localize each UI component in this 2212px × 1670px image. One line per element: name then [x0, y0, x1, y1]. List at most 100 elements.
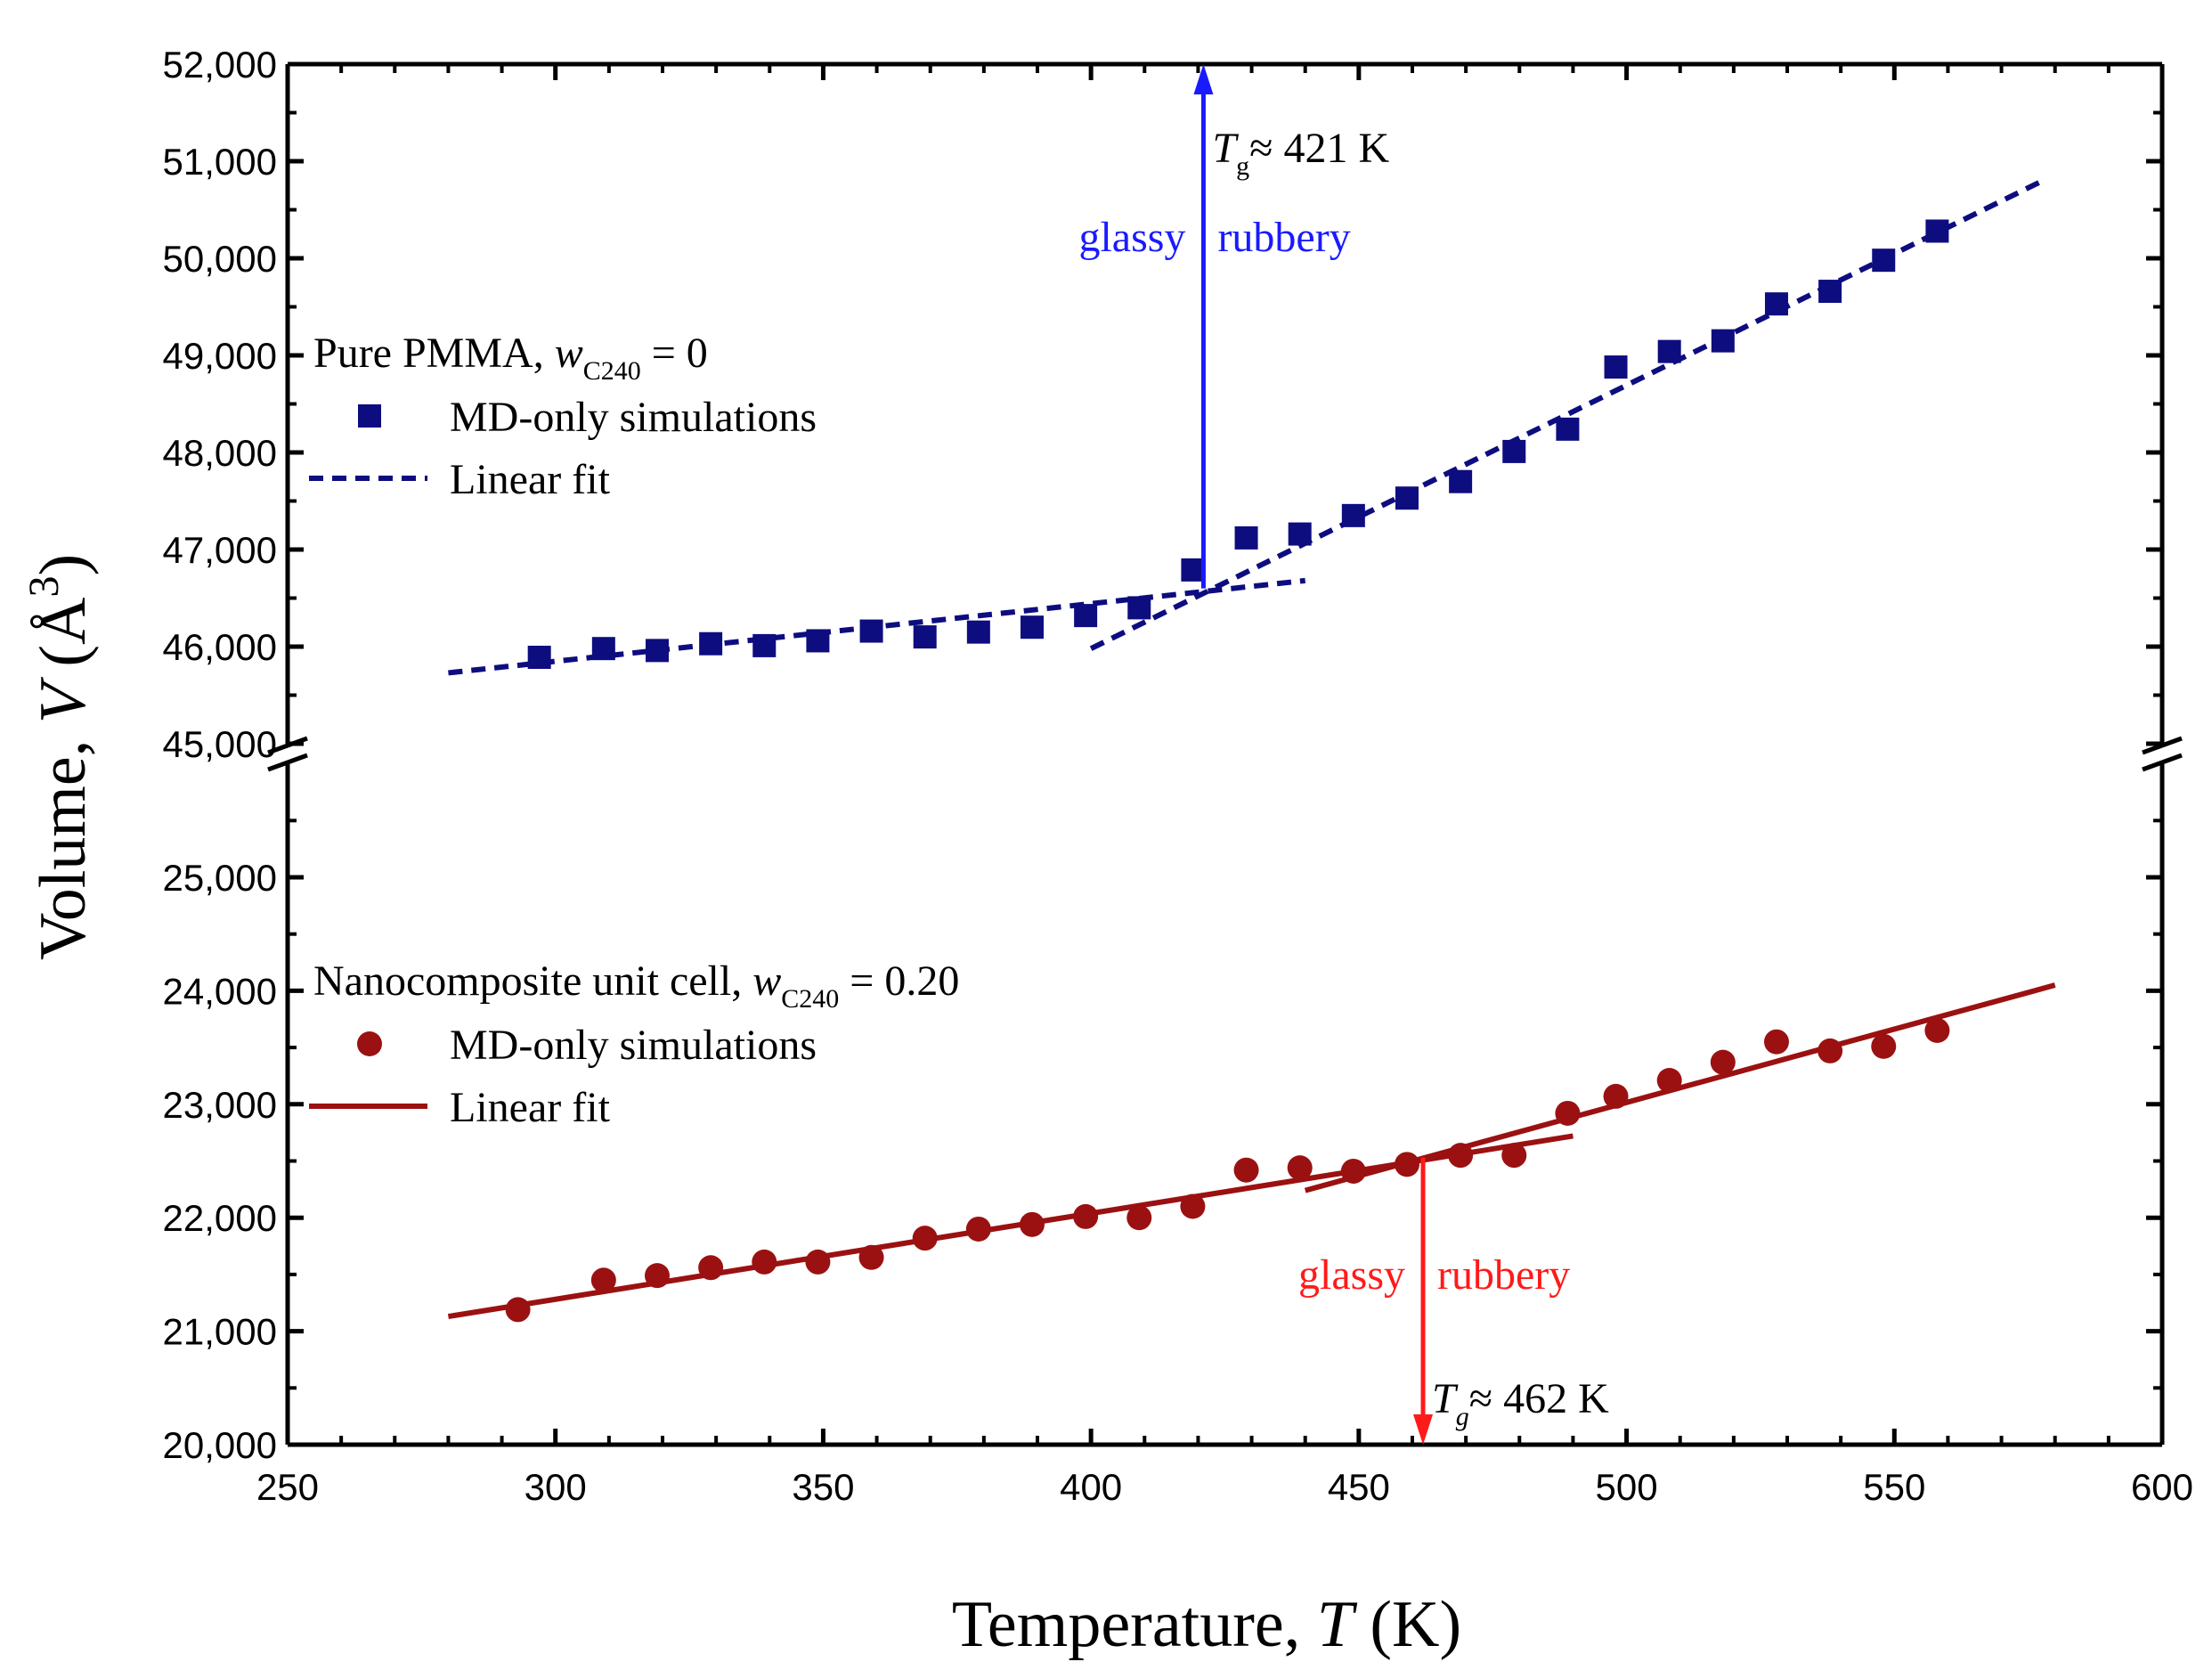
nanocomposite-data-point	[965, 1216, 991, 1242]
pmma-data-point	[645, 639, 669, 663]
nanocomposite-data-point	[1555, 1100, 1581, 1126]
data-points	[505, 219, 1950, 1323]
nanocomposite-data-point	[752, 1249, 777, 1275]
glassy-label: glassy	[1078, 214, 1185, 261]
y-tick-label: 23,000	[163, 1084, 277, 1126]
pmma-data-point	[1872, 248, 1896, 273]
legend-title: Nanocomposite unit cell, wC240 = 0.20	[313, 957, 959, 1014]
legend-scatter-label: MD-only simulations	[450, 394, 817, 441]
pmma-data-point	[1925, 219, 1949, 243]
pmma-data-point	[1181, 558, 1205, 582]
nanocomposite-data-point	[1710, 1049, 1736, 1075]
y-tick-label: 47,000	[163, 529, 277, 571]
x-tick-label: 250	[256, 1466, 319, 1508]
pmma-data-point	[1074, 604, 1098, 628]
tg-label: Tg≈ 462 K	[1432, 1375, 1609, 1431]
nanocomposite-data-point	[1180, 1193, 1206, 1219]
pmma-data-point	[966, 620, 990, 644]
nanocomposite-data-point	[698, 1255, 724, 1281]
x-tick-label: 600	[2131, 1466, 2193, 1508]
nanocomposite-data-point	[805, 1249, 831, 1275]
legend-circle-marker	[357, 1031, 382, 1056]
x-tick-label: 500	[1596, 1466, 1658, 1508]
x-tick-label: 350	[792, 1466, 854, 1508]
nanocomposite-data-point	[1233, 1157, 1259, 1183]
x-tick-label: 450	[1328, 1466, 1390, 1508]
rubbery-label: rubbery	[1437, 1251, 1570, 1299]
nanocomposite-data-point	[1656, 1068, 1682, 1094]
legend-scatter-label: MD-only simulations	[450, 1022, 817, 1069]
pmma-data-point	[1818, 280, 1842, 304]
pmma-data-point	[699, 631, 723, 656]
nanocomposite-data-point	[1340, 1158, 1366, 1184]
x-tick-label: 300	[525, 1466, 587, 1508]
tg-arrow-head	[1193, 64, 1214, 94]
nanocomposite-data-point	[505, 1297, 531, 1323]
x-tick-label: 400	[1060, 1466, 1122, 1508]
axis-break-mark	[2142, 753, 2183, 772]
y-tick-label: 46,000	[163, 626, 277, 668]
nanocomposite-data-point	[1924, 1017, 1950, 1043]
pmma-data-point	[1127, 596, 1151, 620]
pmma-data-point	[1395, 486, 1419, 510]
nanocomposite-data-point	[1019, 1211, 1045, 1237]
axis-break-mark	[267, 753, 308, 772]
rubbery-label: rubbery	[1217, 214, 1350, 261]
y-axis-title: Volume, V (Å3)	[20, 554, 100, 960]
pmma-data-point	[1234, 525, 1258, 550]
nanocomposite-data-point	[1073, 1203, 1099, 1229]
y-tick-label: 24,000	[163, 970, 277, 1012]
pmma-data-point	[1341, 503, 1365, 527]
nanocomposite-data-point	[1287, 1155, 1313, 1181]
pmma-data-point	[1764, 292, 1788, 316]
x-tick-label: 550	[1863, 1466, 1925, 1508]
y-tick-label: 52,000	[163, 44, 277, 86]
pmma-data-point	[752, 633, 777, 657]
tg-label: Tg≈ 421 K	[1212, 125, 1389, 181]
annotations: Tg≈ 421 K glassy rubbery Tg≈ 462 K glassy rub…	[1078, 64, 1609, 1445]
pmma-data-point	[1657, 339, 1681, 363]
y-tick-label: 49,000	[163, 335, 277, 377]
pmma-data-point	[1020, 615, 1044, 639]
pmma-data-point	[806, 629, 830, 653]
axis-ticks: 250 300 350 400 450 500 550 600 20,000 21,000 22,0…	[163, 44, 2194, 1508]
pmma-data-point	[1556, 417, 1580, 441]
nanocomposite-data-point	[1126, 1205, 1152, 1231]
nanocomposite-data-point	[1394, 1152, 1419, 1177]
pmma-data-point	[1288, 522, 1312, 546]
pmma-data-point	[1449, 469, 1473, 493]
pmma-data-point	[1604, 355, 1628, 379]
pmma-data-point	[1711, 329, 1735, 353]
legend-square-marker	[358, 404, 381, 428]
y-tick-label: 25,000	[163, 857, 277, 899]
nanocomposite-data-point	[1448, 1143, 1474, 1169]
nanocomposite-data-point	[1603, 1083, 1629, 1109]
nanocomposite-data-point	[1763, 1029, 1789, 1055]
nanocomposite-data-point	[590, 1267, 616, 1293]
nanocomposite-data-point	[1818, 1038, 1843, 1063]
pmma-data-point	[1502, 439, 1526, 463]
y-tick-label: 48,000	[163, 432, 277, 474]
legend-title: Pure PMMA, wC240 = 0	[313, 330, 708, 386]
fit-line	[1304, 982, 2056, 1193]
nanocomposite-data-point	[1871, 1033, 1897, 1059]
legend-line-label: Linear fit	[450, 1084, 611, 1131]
pmma-data-point	[591, 637, 615, 661]
nanocomposite-data-point	[858, 1244, 884, 1270]
y-tick-label: 45,000	[163, 723, 277, 765]
y-tick-label: 50,000	[163, 238, 277, 280]
pmma-data-point	[527, 645, 551, 669]
pmma-data-point	[913, 625, 937, 649]
nanocomposite-data-point	[912, 1226, 938, 1251]
tg-arrow-head	[1413, 1414, 1434, 1445]
x-axis-title: Temperature, T (K)	[952, 1588, 1461, 1661]
nanocomposite-data-point	[1501, 1143, 1527, 1169]
y-tick-label: 22,000	[163, 1197, 277, 1239]
y-tick-label: 21,000	[163, 1311, 277, 1353]
legends: Pure PMMA, wC240 = 0 MD-only simulations L…	[309, 330, 959, 1131]
y-tick-label: 20,000	[163, 1424, 277, 1466]
nanocomposite-data-point	[644, 1263, 670, 1289]
y-tick-label: 51,000	[163, 141, 277, 183]
legend-line-label: Linear fit	[450, 456, 611, 503]
